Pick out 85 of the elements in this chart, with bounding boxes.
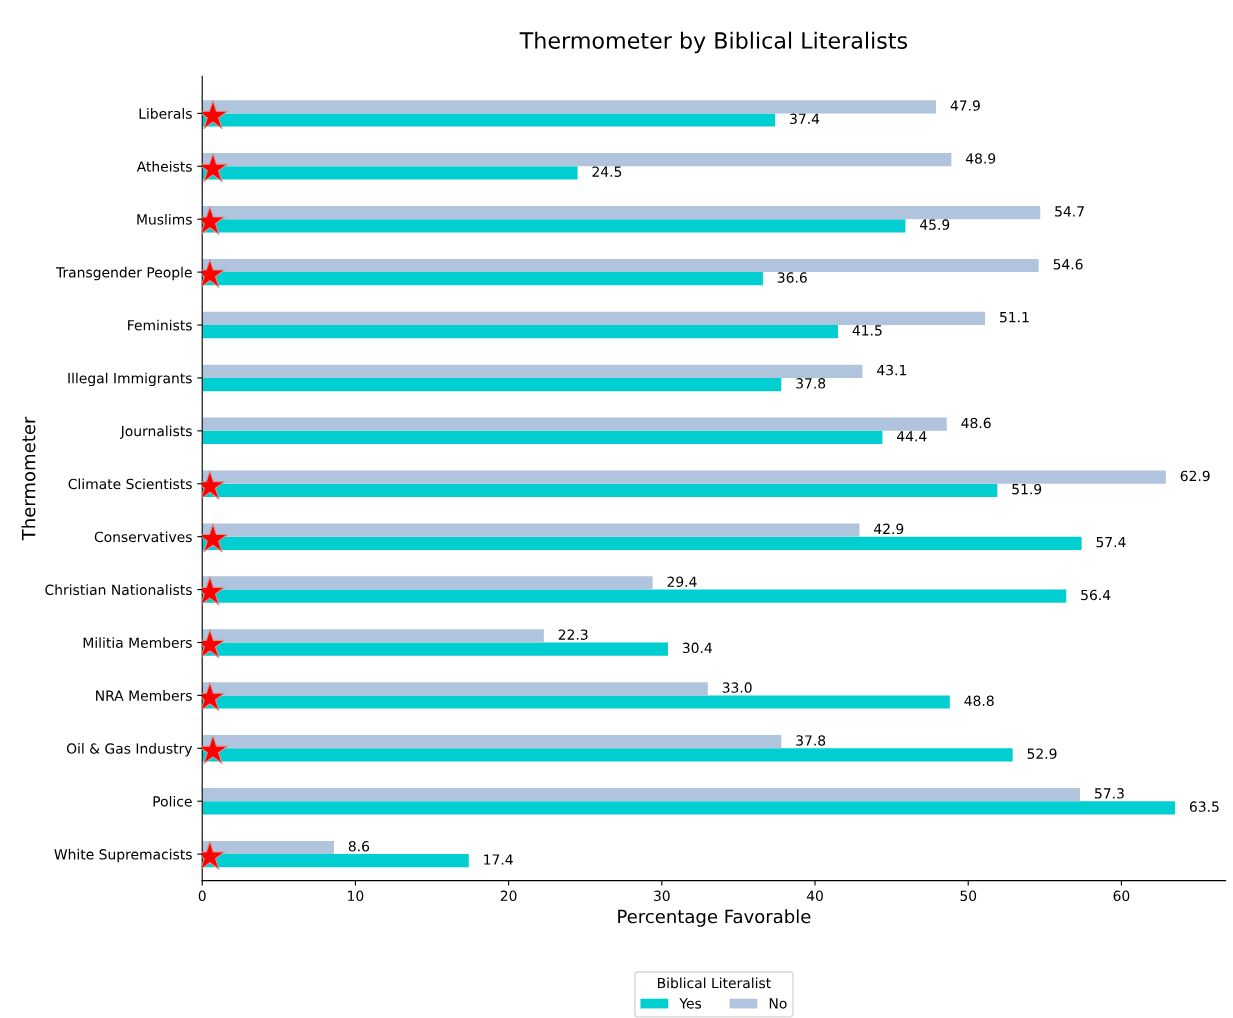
data-label: 51.1	[1000, 312, 1029, 323]
bar	[202, 523, 860, 537]
data-label: 48.6	[961, 417, 991, 429]
data-label: 36.6	[777, 272, 807, 283]
data-label: 43.1	[877, 364, 907, 376]
data-label: 48.8	[964, 695, 994, 707]
bar	[202, 695, 950, 709]
bar	[202, 536, 1082, 550]
bar	[202, 629, 544, 643]
bar	[202, 364, 863, 378]
legend-label: Yes	[679, 998, 702, 1009]
chart-title: Thermometer by Biblical Literalists	[519, 31, 908, 54]
bar	[202, 325, 838, 339]
y-tick-label: Muslims	[137, 213, 192, 225]
data-label: 62.9	[1180, 470, 1210, 482]
data-label: 47.9	[950, 100, 980, 111]
y-axis-title: Thermometer	[21, 416, 36, 541]
data-label: 33.0	[722, 682, 752, 693]
bar	[202, 311, 986, 326]
bar	[202, 642, 668, 656]
bar	[202, 113, 776, 127]
y-tick-label: Oil & Gas Industry	[66, 743, 193, 757]
bar	[202, 735, 782, 749]
y-tick-label: Christian Nationalists	[45, 584, 192, 596]
data-label: 37.8	[796, 735, 826, 746]
data-label: 17.4	[484, 854, 513, 865]
bar	[202, 205, 1041, 220]
data-label: 45.9	[919, 219, 950, 230]
bar	[202, 682, 708, 696]
y-tick-label: Police	[153, 795, 192, 807]
data-label: 22.3	[558, 629, 588, 640]
data-label: 54.6	[1053, 259, 1083, 270]
bar	[202, 100, 937, 114]
x-tick-label: 60	[1113, 890, 1130, 902]
data-label: 52.9	[1027, 748, 1057, 759]
y-tick-label: White Supremacists	[54, 848, 192, 863]
bar	[202, 377, 782, 392]
y-tick-label: Journalists	[119, 425, 192, 439]
data-label: 37.4	[790, 113, 820, 125]
y-tick-label: Illegal Immigrants	[68, 372, 192, 387]
x-tick-label: 10	[348, 890, 364, 902]
bar	[202, 840, 334, 855]
bar	[202, 483, 998, 497]
data-label: 57.3	[1095, 788, 1124, 799]
bar	[202, 589, 1067, 603]
bar	[202, 748, 1013, 762]
data-label: 41.5	[852, 325, 882, 336]
bar	[202, 417, 947, 431]
data-label: 30.4	[682, 642, 712, 654]
data-label: 42.9	[874, 523, 904, 535]
bar	[202, 430, 883, 445]
data-label: 8.6	[348, 841, 370, 852]
x-axis-title: Percentage Favorable	[618, 909, 811, 927]
y-tick-label: Militia Members	[83, 637, 192, 648]
y-tick-label: Atheists	[136, 161, 192, 172]
y-tick-label: Climate Scientists	[68, 478, 192, 490]
bar	[202, 787, 1081, 802]
data-label: 48.9	[965, 153, 996, 164]
x-tick-label: 30	[654, 890, 670, 902]
legend-title: Biblical Literalist	[658, 977, 771, 989]
data-label: 54.7	[1055, 206, 1084, 217]
data-label: 51.9	[1012, 483, 1042, 495]
bar	[202, 166, 578, 180]
data-label: 24.5	[592, 166, 622, 177]
bar	[202, 470, 1166, 484]
data-label: 44.4	[897, 431, 927, 442]
data-label: 57.4	[1096, 536, 1126, 548]
y-tick-label: Liberals	[139, 108, 192, 119]
bar	[202, 258, 1039, 273]
data-label: 29.4	[667, 576, 697, 587]
y-tick-label: Feminists	[128, 319, 192, 331]
legend-label: No	[769, 998, 787, 1009]
x-tick-label: 0	[198, 890, 206, 902]
x-tick-label: 40	[806, 890, 823, 902]
bar	[202, 153, 952, 167]
y-tick-label: NRA Members	[96, 690, 192, 701]
bar	[202, 576, 653, 590]
data-label: 56.4	[1081, 589, 1111, 601]
bar	[202, 801, 1176, 815]
y-tick-label: Conservatives	[94, 531, 192, 543]
data-label: 63.5	[1189, 801, 1219, 812]
data-label: 37.8	[796, 378, 826, 389]
x-tick-label: 20	[500, 890, 517, 902]
x-tick-label: 50	[960, 890, 977, 902]
y-tick-label: Transgender People	[55, 266, 192, 281]
